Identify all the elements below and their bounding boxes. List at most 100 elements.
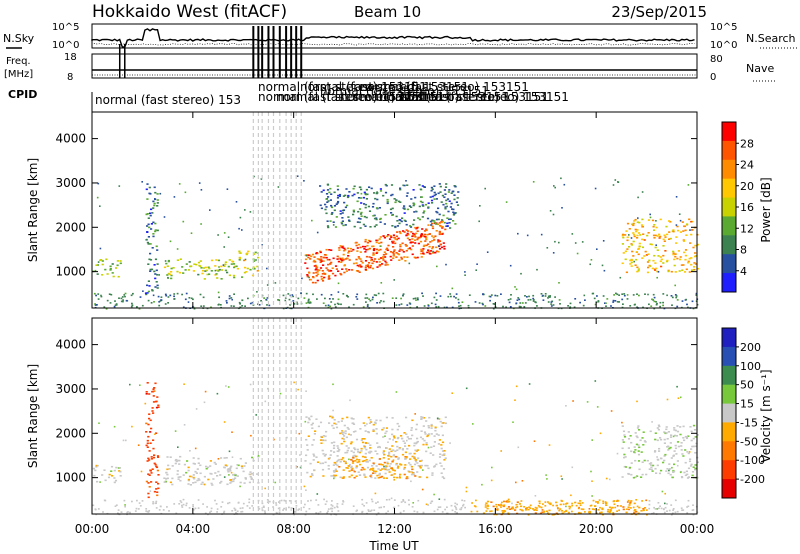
data-cell (217, 234, 219, 236)
data-cell (374, 472, 377, 474)
data-cell (343, 264, 346, 267)
data-cell (681, 221, 684, 223)
data-cell (322, 453, 325, 455)
data-cell (156, 284, 159, 287)
data-cell (330, 475, 333, 477)
data-cell (641, 437, 644, 439)
data-cell (382, 427, 385, 429)
data-cell (392, 459, 395, 461)
data-cell (353, 476, 356, 479)
data-cell (515, 302, 518, 304)
data-cell (408, 247, 411, 249)
data-cell (420, 256, 423, 258)
data-cell (310, 255, 313, 258)
data-cell (654, 432, 657, 434)
data-cell (379, 463, 382, 466)
data-cell (369, 264, 372, 267)
data-cell (544, 293, 547, 295)
data-cell (421, 201, 424, 204)
data-cell (438, 213, 441, 216)
data-cell (628, 466, 632, 469)
data-cell (200, 305, 203, 307)
data-cell (299, 466, 302, 469)
data-cell (430, 446, 433, 448)
data-cell (226, 302, 228, 304)
data-cell (422, 235, 425, 237)
data-cell (319, 421, 323, 424)
data-cell (329, 187, 332, 190)
data-cell (369, 444, 372, 446)
data-cell (406, 232, 409, 235)
data-cell (529, 504, 532, 507)
data-cell (400, 303, 403, 305)
data-cell (185, 471, 188, 474)
data-cell (244, 462, 247, 464)
data-cell (482, 512, 486, 514)
data-cell (633, 446, 636, 448)
data-cell (512, 507, 515, 510)
data-cell (354, 460, 357, 462)
data-cell (360, 447, 363, 450)
data-cell (232, 480, 235, 483)
velocity-panel (91, 317, 699, 516)
data-cell (263, 506, 265, 508)
data-cell (571, 502, 573, 505)
data-cell (372, 202, 375, 205)
data-cell (401, 249, 404, 251)
data-cell (293, 511, 296, 513)
data-cell (619, 505, 622, 507)
data-cell (431, 235, 434, 237)
data-cell (632, 224, 635, 227)
data-cell (676, 385, 678, 388)
data-cell (450, 192, 453, 194)
data-cell (238, 250, 241, 253)
data-cell (442, 468, 446, 470)
data-cell (341, 417, 344, 420)
data-cell (343, 435, 346, 437)
data-cell (446, 198, 450, 200)
data-cell (364, 203, 367, 206)
data-cell (418, 218, 421, 221)
data-cell (338, 257, 341, 259)
data-cell (332, 298, 334, 300)
data-cell (93, 474, 96, 477)
data-cell (333, 451, 336, 453)
data-cell (373, 192, 376, 194)
data-cell (395, 256, 398, 258)
data-cell (251, 505, 254, 507)
data-cell (391, 240, 394, 243)
data-cell (340, 420, 343, 422)
data-cell (685, 436, 688, 438)
data-cell (316, 258, 319, 260)
data-cell (315, 252, 318, 255)
data-cell (401, 217, 404, 219)
data-cell (435, 230, 438, 232)
data-cell (327, 306, 330, 309)
data-cell (96, 264, 99, 266)
data-cell (127, 511, 129, 513)
data-cell (392, 439, 394, 441)
data-cell (323, 254, 327, 256)
data-cell (156, 491, 159, 493)
data-cell (231, 260, 234, 263)
data-cell (670, 504, 673, 506)
data-cell (364, 430, 367, 432)
data-cell (111, 475, 114, 477)
data-cell (610, 410, 613, 412)
data-cell (435, 218, 439, 221)
data-cell (370, 259, 373, 262)
data-cell (405, 234, 408, 237)
data-cell (368, 452, 371, 454)
data-cell (346, 426, 349, 429)
data-cell (662, 254, 665, 257)
data-cell (149, 243, 152, 245)
nave-label: Nave (746, 62, 774, 75)
data-cell (229, 482, 232, 484)
data-cell (664, 236, 667, 238)
data-cell (145, 213, 148, 216)
data-cell (393, 437, 396, 439)
data-cell (118, 467, 122, 469)
data-cell (402, 207, 405, 209)
data-cell (451, 287, 454, 290)
